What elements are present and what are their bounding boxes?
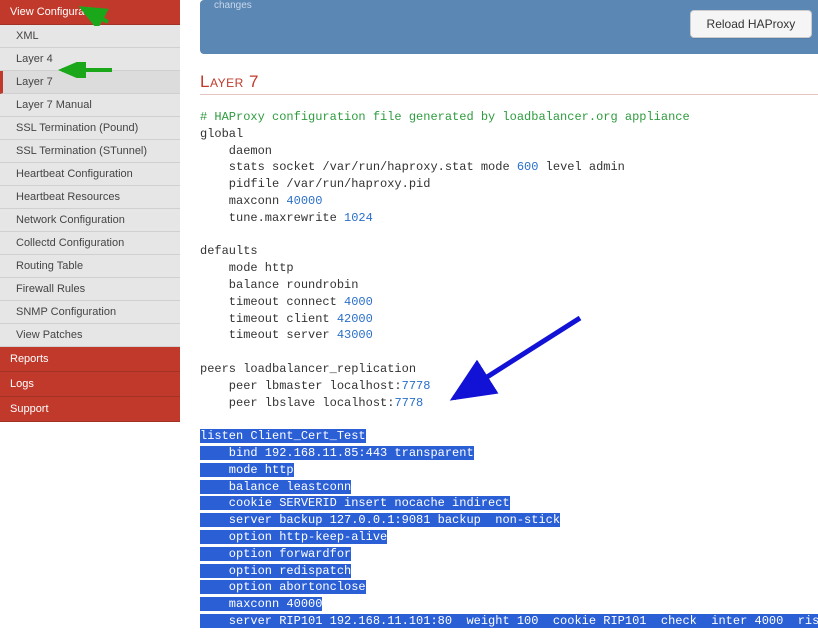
code-highlight: balance leastconn bbox=[200, 480, 351, 494]
haproxy-config-code: # HAProxy configuration file generated b… bbox=[200, 109, 818, 630]
code-number: 42000 bbox=[337, 312, 373, 326]
code-line: peer lbslave localhost: bbox=[200, 396, 394, 410]
code-line: stats socket /var/run/haproxy.stat mode bbox=[200, 160, 517, 174]
code-number: 4000 bbox=[344, 295, 373, 309]
code-number: 600 bbox=[517, 160, 539, 174]
code-line: peers loadbalancer_replication bbox=[200, 362, 416, 376]
sidebar-header-support[interactable]: Support bbox=[0, 397, 180, 422]
sidebar-item-routing-table[interactable]: Routing Table bbox=[0, 255, 180, 278]
sidebar-item-ssl-termination-pound-[interactable]: SSL Termination (Pound) bbox=[0, 117, 180, 140]
code-highlight: listen Client_Cert_Test bbox=[200, 429, 366, 443]
main-content: changes Reload HAProxy Layer 7 # HAProxy… bbox=[180, 0, 818, 640]
code-comment: # HAProxy configuration file generated b… bbox=[200, 110, 690, 124]
reload-haproxy-button[interactable]: Reload HAProxy bbox=[690, 10, 813, 38]
code-highlight: bind 192.168.11.85:443 transparent bbox=[200, 446, 474, 460]
code-highlight: option abortonclose bbox=[200, 580, 366, 594]
code-line: tune.maxrewrite bbox=[200, 211, 344, 225]
sidebar-item-layer-7[interactable]: Layer 7 bbox=[0, 71, 180, 94]
code-highlight: maxconn 40000 bbox=[200, 597, 322, 611]
sidebar-item-heartbeat-resources[interactable]: Heartbeat Resources bbox=[0, 186, 180, 209]
sidebar-item-collectd-configuration[interactable]: Collectd Configuration bbox=[0, 232, 180, 255]
sidebar-header-view-configuration[interactable]: View Configuration bbox=[0, 0, 180, 25]
code-highlight: option forwardfor bbox=[200, 547, 351, 561]
code-highlight: server RIP101 192.168.11.101:80 weight 1… bbox=[200, 614, 818, 628]
sidebar-item-ssl-termination-stunnel-[interactable]: SSL Termination (STunnel) bbox=[0, 140, 180, 163]
sidebar-item-xml[interactable]: XML bbox=[0, 25, 180, 48]
banner-cut-text: changes bbox=[210, 0, 818, 10]
code-highlight: option redispatch bbox=[200, 564, 351, 578]
code-number: 7778 bbox=[394, 396, 423, 410]
code-line: peer lbmaster localhost: bbox=[200, 379, 402, 393]
code-highlight: server backup 127.0.0.1:9081 backup non-… bbox=[200, 513, 560, 527]
code-line: pidfile /var/run/haproxy.pid bbox=[200, 177, 430, 191]
sidebar-item-network-configuration[interactable]: Network Configuration bbox=[0, 209, 180, 232]
code-line: timeout server bbox=[200, 328, 337, 342]
code-number: 7778 bbox=[402, 379, 431, 393]
code-line: global bbox=[200, 127, 243, 141]
sidebar-item-view-patches[interactable]: View Patches bbox=[0, 324, 180, 347]
code-line: mode http bbox=[200, 261, 294, 275]
sidebar-header-reports[interactable]: Reports bbox=[0, 347, 180, 372]
code-highlight: option http-keep-alive bbox=[200, 530, 387, 544]
code-line: maxconn bbox=[200, 194, 286, 208]
section-title-layer7: Layer 7 bbox=[200, 72, 818, 95]
code-line: defaults bbox=[200, 244, 258, 258]
code-line: balance roundrobin bbox=[200, 278, 358, 292]
code-line: timeout connect bbox=[200, 295, 344, 309]
sidebar-header-logs[interactable]: Logs bbox=[0, 372, 180, 397]
sidebar-item-firewall-rules[interactable]: Firewall Rules bbox=[0, 278, 180, 301]
sidebar-item-layer-4[interactable]: Layer 4 bbox=[0, 48, 180, 71]
code-number: 1024 bbox=[344, 211, 373, 225]
code-number: 43000 bbox=[337, 328, 373, 342]
code-line: daemon bbox=[200, 144, 272, 158]
code-highlight: cookie SERVERID insert nocache indirect bbox=[200, 496, 510, 510]
sidebar-item-snmp-configuration[interactable]: SNMP Configuration bbox=[0, 301, 180, 324]
sidebar: View Configuration XMLLayer 4Layer 7Laye… bbox=[0, 0, 180, 640]
code-number: 40000 bbox=[286, 194, 322, 208]
sidebar-item-layer-7-manual[interactable]: Layer 7 Manual bbox=[0, 94, 180, 117]
reload-banner: changes Reload HAProxy bbox=[200, 0, 818, 54]
sidebar-item-heartbeat-configuration[interactable]: Heartbeat Configuration bbox=[0, 163, 180, 186]
code-line: timeout client bbox=[200, 312, 337, 326]
code-highlight: mode http bbox=[200, 463, 294, 477]
code-line: level admin bbox=[538, 160, 624, 174]
